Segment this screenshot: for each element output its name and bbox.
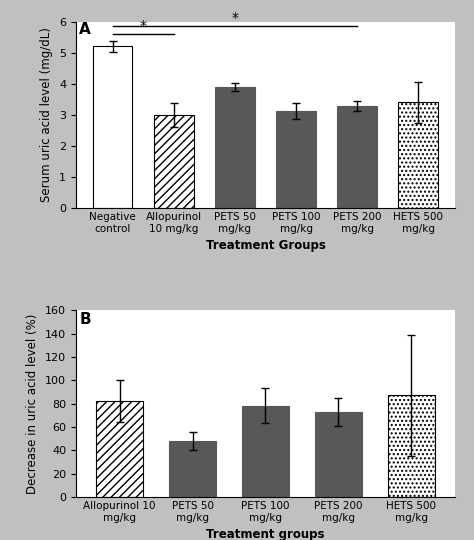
Bar [399, 103, 438, 208]
X-axis label: Treatment groups: Treatment groups [206, 528, 325, 540]
Bar [215, 87, 255, 208]
Bar [154, 115, 193, 208]
Text: B: B [80, 312, 91, 327]
Bar [388, 395, 435, 497]
Bar [315, 412, 362, 497]
Bar [242, 406, 289, 497]
Text: A: A [79, 22, 91, 37]
Text: *: * [231, 11, 238, 25]
Bar [169, 441, 216, 497]
Y-axis label: Decrease in uric acid level (%): Decrease in uric acid level (%) [27, 313, 39, 494]
Bar [276, 111, 316, 208]
Bar [96, 401, 143, 497]
Text: *: * [140, 19, 146, 33]
X-axis label: Treatment Groups: Treatment Groups [206, 239, 325, 252]
Bar [337, 106, 377, 208]
Y-axis label: Serum uric acid level (mg/dL): Serum uric acid level (mg/dL) [40, 28, 54, 202]
Bar [92, 46, 132, 208]
